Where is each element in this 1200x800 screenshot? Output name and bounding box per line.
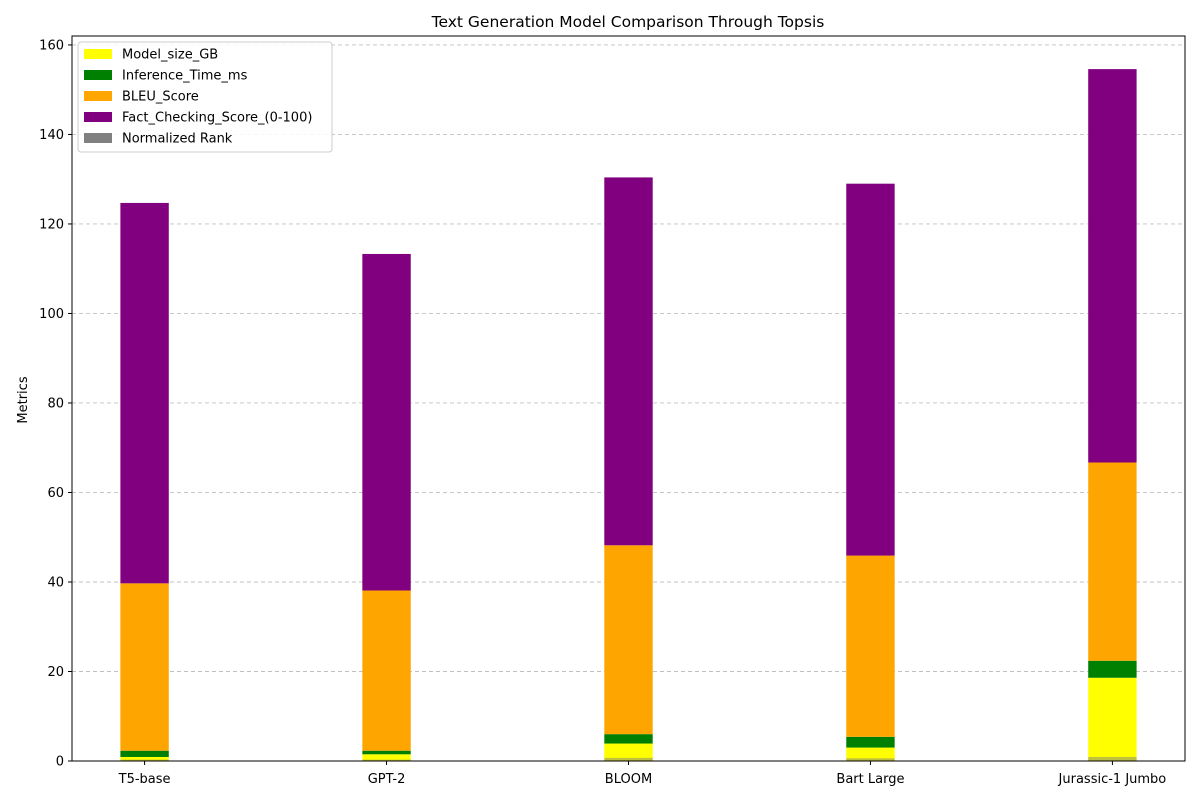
chart-title: Text Generation Model Comparison Through… (431, 13, 825, 31)
bars (120, 69, 1137, 761)
bar-segment-model-size-gb (1088, 677, 1137, 761)
bar-segment-inference-time-ms (120, 750, 169, 757)
x-axis-ticks: T5-base GPT-2 BLOOM Bart Large Jurassic-1 Ju… (118, 761, 1167, 787)
bar-segment-normalized-rank (362, 759, 411, 761)
bar-segment-inference-time-ms (846, 736, 895, 748)
bar-segment-model-size-gb (846, 747, 895, 761)
y-tick-label: 100 (39, 307, 64, 322)
bar-segment-model-size-gb (604, 743, 653, 761)
bar-segment-bleu-score (120, 583, 169, 751)
legend-label: Fact_Checking_Score_(0-100) (122, 111, 312, 126)
y-tick-label: 20 (47, 665, 64, 680)
legend-label: Model_size_GB (122, 48, 218, 63)
x-tick-label: BLOOM (605, 772, 652, 787)
legend-label: BLEU_Score (122, 90, 199, 105)
legend-swatch (84, 91, 112, 101)
y-tick-label: 40 (47, 575, 64, 590)
bar-segment-fact-checking-score-0-100 (604, 177, 653, 546)
bar-segment-normalized-rank (846, 758, 895, 761)
legend-box (77, 41, 333, 153)
legend-swatch (84, 112, 112, 122)
legend-label: Inference_Time_ms (122, 69, 248, 84)
legend-label: Normalized Rank (122, 132, 233, 147)
bar-segment-bleu-score (1088, 462, 1137, 661)
x-tick-label: Bart Large (836, 772, 904, 787)
bar-segment-model-size-gb (120, 756, 169, 761)
bar-segment-fact-checking-score-0-100 (362, 253, 411, 591)
y-axis-label: Metrics (16, 376, 31, 423)
bar-segment-model-size-gb (362, 754, 411, 761)
bar-segment-normalized-rank (1088, 756, 1137, 761)
y-axis-ticks: 0 20 40 60 80 100 120 140 160 (39, 38, 72, 770)
bar-segment-inference-time-ms (1088, 660, 1137, 678)
bar-segment-bleu-score (846, 555, 895, 737)
legend-swatch (84, 49, 112, 59)
y-tick-label: 80 (47, 396, 64, 411)
bar-segment-fact-checking-score-0-100 (120, 202, 169, 584)
legend-swatch (84, 133, 112, 143)
bar-segment-fact-checking-score-0-100 (1088, 69, 1137, 463)
bar-segment-inference-time-ms (362, 750, 411, 755)
x-tick-label: GPT-2 (368, 772, 406, 787)
bar-segment-bleu-score (604, 545, 653, 735)
bar-segment-bleu-score (362, 590, 411, 751)
bar-segment-fact-checking-score-0-100 (846, 183, 895, 556)
y-tick-label: 0 (56, 755, 64, 770)
y-tick-label: 120 (39, 217, 64, 232)
y-tick-label: 140 (39, 128, 64, 143)
y-tick-label: 160 (39, 38, 64, 53)
legend: Model_size_GB Inference_Time_ms BLEU_Score… (77, 41, 333, 153)
legend-swatch (84, 70, 112, 80)
bar-segment-inference-time-ms (604, 734, 653, 744)
bar-segment-normalized-rank (120, 759, 169, 761)
x-tick-label: T5-base (118, 772, 171, 787)
y-tick-label: 60 (47, 486, 64, 501)
x-tick-label: Jurassic-1 Jumbo (1058, 772, 1167, 787)
bar-segment-normalized-rank (604, 757, 653, 761)
